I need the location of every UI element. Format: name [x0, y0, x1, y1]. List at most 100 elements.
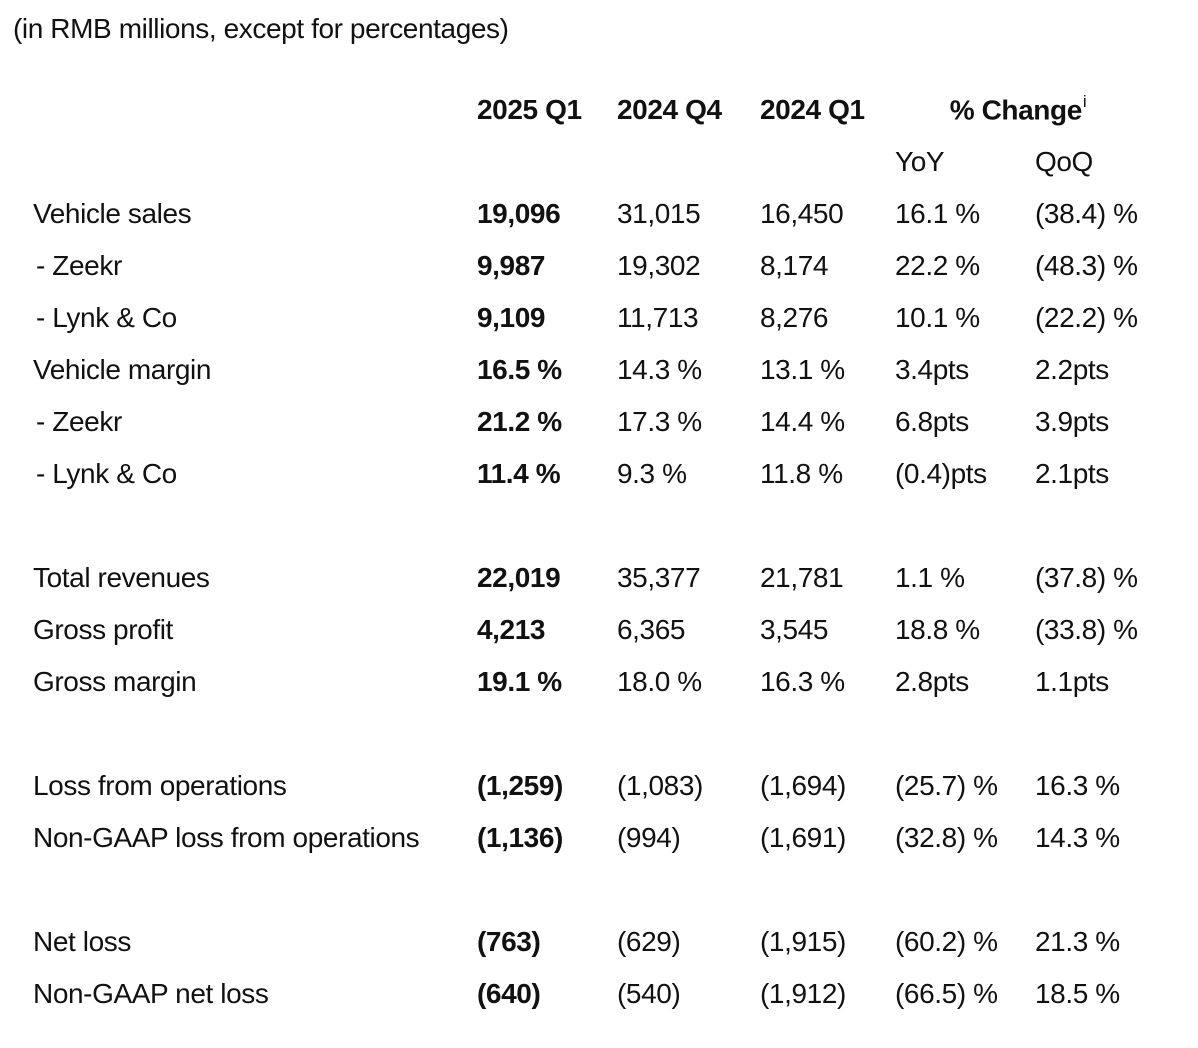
cell-2024-q4: 6,365 [617, 614, 686, 645]
cell-2024-q4: 19,302 [617, 250, 701, 281]
row-label: Total revenues [33, 562, 210, 593]
row-label: - Lynk & Co [36, 458, 177, 489]
cell-2024-q4: 11,713 [617, 302, 699, 333]
percent-change-label: % Change [949, 94, 1083, 126]
cell-2024-q4: (629) [617, 926, 681, 957]
column-header-2024-q4: 2024 Q4 [617, 94, 722, 125]
table-row: Gross profit 4,213 6,365 3,545 18.8 % (3… [0, 604, 1198, 656]
table-row: Net loss (763) (629) (1,915) (60.2) % 21… [0, 916, 1198, 968]
column-header-2024-q1: 2024 Q1 [760, 94, 865, 125]
cell-yoy: (0.4)pts [895, 458, 987, 489]
table-row: - Lynk & Co 11.4 % 9.3 % 11.8 % (0.4)pts… [0, 448, 1198, 500]
cell-qoq: 14.3 % [1035, 822, 1120, 853]
column-header-2025-q1: 2025 Q1 [477, 94, 582, 125]
cell-2024-q1: (1,691) [760, 822, 846, 853]
cell-qoq: 2.2pts [1035, 354, 1109, 385]
cell-qoq: (48.3) % [1035, 250, 1138, 281]
cell-yoy: 6.8pts [895, 406, 969, 437]
cell-yoy: 16.1 % [895, 198, 980, 229]
cell-2024-q1: 8,276 [760, 302, 829, 333]
cell-2025-q1: 4,213 [477, 614, 546, 645]
cell-2024-q1: 8,174 [760, 250, 829, 281]
cell-qoq: (37.8) % [1035, 562, 1138, 593]
cell-2024-q1: 3,545 [760, 614, 829, 645]
cell-2025-q1: 11.4 % [477, 458, 561, 489]
table-subheader-row: YoY QoQ [0, 136, 1198, 188]
cell-qoq: (38.4) % [1035, 198, 1138, 229]
cell-yoy: 2.8pts [895, 666, 969, 697]
table-row: Vehicle margin 16.5 % 14.3 % 13.1 % 3.4p… [0, 344, 1198, 396]
cell-2024-q4: 17.3 % [617, 406, 702, 437]
cell-2024-q1: 16,450 [760, 198, 844, 229]
cell-2024-q4: (540) [617, 978, 681, 1009]
cell-2024-q1: 14.4 % [760, 406, 845, 437]
row-label: - Lynk & Co [36, 302, 177, 333]
cell-yoy: (60.2) % [895, 926, 998, 957]
table-row: Non-GAAP loss from operations (1,136) (9… [0, 812, 1198, 864]
cell-yoy: 10.1 % [895, 302, 980, 333]
cell-yoy: 3.4pts [895, 354, 969, 385]
row-label: - Zeekr [36, 250, 122, 281]
table-row: Vehicle sales 19,096 31,015 16,450 16.1 … [0, 188, 1198, 240]
cell-2024-q1: 11.8 % [760, 458, 843, 489]
table-row: Non-GAAP net loss (640) (540) (1,912) (6… [0, 968, 1198, 1020]
cell-qoq: 18.5 % [1035, 978, 1120, 1009]
subcolumn-header-yoy: YoY [895, 146, 945, 177]
cell-2025-q1: (640) [477, 978, 541, 1009]
cell-yoy: (66.5) % [895, 978, 998, 1009]
cell-2024-q1: 13.1 % [760, 354, 845, 385]
cell-2025-q1: 19,096 [477, 198, 561, 229]
cell-qoq: (33.8) % [1035, 614, 1138, 645]
row-label: - Zeekr [36, 406, 122, 437]
row-label: Non-GAAP loss from operations [33, 822, 420, 853]
cell-2025-q1: (1,136) [477, 822, 563, 853]
table-row: Total revenues 22,019 35,377 21,781 1.1 … [0, 552, 1198, 604]
cell-qoq: 3.9pts [1035, 406, 1109, 437]
table-header-row: 2025 Q1 2024 Q4 2024 Q1 % Changei [0, 84, 1198, 136]
table-row: - Zeekr 9,987 19,302 8,174 22.2 % (48.3)… [0, 240, 1198, 292]
cell-2024-q1: 21,781 [760, 562, 844, 593]
cell-qoq: 1.1pts [1035, 666, 1109, 697]
cell-2024-q1: 16.3 % [760, 666, 845, 697]
cell-yoy: (25.7) % [895, 770, 998, 801]
cell-qoq: (22.2) % [1035, 302, 1138, 333]
cell-2024-q4: 31,015 [617, 198, 701, 229]
cell-2025-q1: 22,019 [477, 562, 561, 593]
cell-2024-q1: (1,912) [760, 978, 846, 1009]
cell-2025-q1: (763) [477, 926, 541, 957]
cell-2025-q1: (1,259) [477, 770, 563, 801]
row-label: Gross margin [33, 666, 197, 697]
column-header-percent-change: % Changei [895, 91, 1198, 126]
cell-yoy: (32.8) % [895, 822, 998, 853]
cell-2024-q4: (994) [617, 822, 681, 853]
table-row: - Zeekr 21.2 % 17.3 % 14.4 % 6.8pts 3.9p… [0, 396, 1198, 448]
cell-2024-q4: 35,377 [617, 562, 701, 593]
table-body: Vehicle sales 19,096 31,015 16,450 16.1 … [0, 188, 1198, 1020]
cell-2024-q4: 18.0 % [617, 666, 702, 697]
cell-2024-q4: 14.3 % [617, 354, 702, 385]
table-caption: (in RMB millions, except for percentages… [13, 13, 509, 44]
cell-2025-q1: 9,109 [477, 302, 546, 333]
row-label: Vehicle margin [33, 354, 212, 385]
table-row: Gross margin 19.1 % 18.0 % 16.3 % 2.8pts… [0, 656, 1198, 708]
cell-yoy: 22.2 % [895, 250, 980, 281]
cell-qoq: 16.3 % [1035, 770, 1120, 801]
cell-qoq: 21.3 % [1035, 926, 1120, 957]
cell-2025-q1: 9,987 [477, 250, 546, 281]
row-label: Gross profit [33, 614, 173, 645]
cell-2025-q1: 21.2 % [477, 406, 562, 437]
cell-2025-q1: 16.5 % [477, 354, 562, 385]
cell-qoq: 2.1pts [1035, 458, 1109, 489]
row-label: Non-GAAP net loss [33, 978, 269, 1009]
cell-yoy: 1.1 % [895, 562, 965, 593]
row-label: Loss from operations [33, 770, 287, 801]
cell-2024-q4: (1,083) [617, 770, 703, 801]
cell-2024-q1: (1,915) [760, 926, 846, 957]
row-label: Net loss [33, 926, 131, 957]
table-row: - Lynk & Co 9,109 11,713 8,276 10.1 % (2… [0, 292, 1198, 344]
cell-yoy: 18.8 % [895, 614, 980, 645]
cell-2024-q4: 9.3 % [617, 458, 687, 489]
footnote-marker-i: i [1082, 91, 1087, 111]
subcolumn-header-qoq: QoQ [1035, 146, 1093, 177]
